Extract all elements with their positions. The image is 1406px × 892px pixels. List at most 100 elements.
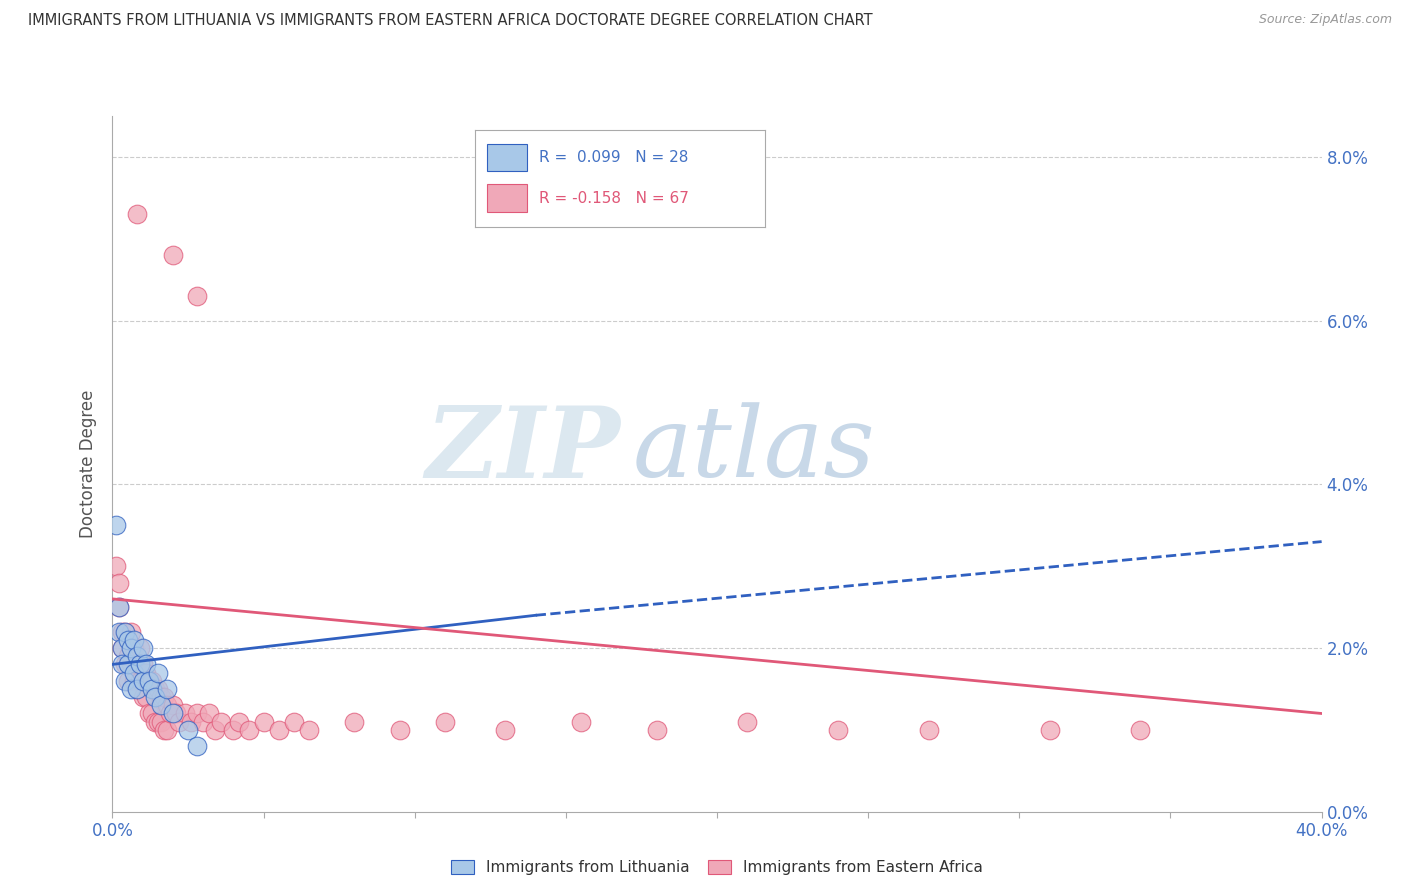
Text: atlas: atlas (633, 402, 875, 498)
Point (156, 681, 179, 696)
Point (153, 690, 176, 705)
Point (1038, 723, 1062, 737)
Point (141, 673, 163, 688)
Point (156, 698, 179, 713)
Point (186, 706, 208, 721)
Point (180, 714, 202, 729)
Point (114, 624, 136, 639)
Point (107, 600, 129, 615)
Point (149, 690, 172, 705)
Point (125, 681, 148, 696)
Point (645, 723, 668, 737)
Point (146, 665, 169, 680)
Point (156, 723, 179, 737)
Point (107, 600, 129, 615)
Point (104, 518, 127, 533)
Point (135, 657, 157, 672)
Point (149, 698, 172, 713)
Point (125, 681, 148, 696)
Point (433, 714, 456, 729)
Point (209, 714, 232, 729)
Point (132, 640, 155, 655)
Point (120, 640, 142, 655)
Point (125, 657, 148, 672)
Point (107, 624, 129, 639)
Point (117, 632, 139, 647)
Point (204, 723, 226, 737)
Point (918, 723, 941, 737)
Point (177, 723, 200, 737)
Point (138, 673, 160, 688)
Point (198, 706, 221, 721)
Point (186, 739, 208, 754)
Point (162, 248, 184, 262)
Text: IMMIGRANTS FROM LITHUANIA VS IMMIGRANTS FROM EASTERN AFRICA DOCTORATE DEGREE COR: IMMIGRANTS FROM LITHUANIA VS IMMIGRANTS … (28, 13, 873, 29)
Point (153, 723, 176, 737)
Point (165, 706, 187, 721)
Point (146, 681, 169, 696)
Point (117, 657, 139, 672)
Point (117, 649, 139, 664)
Text: ZIP: ZIP (426, 401, 620, 498)
Point (135, 690, 157, 705)
Point (110, 624, 132, 639)
Point (128, 657, 150, 672)
Point (110, 640, 132, 655)
Point (125, 649, 148, 664)
Point (135, 665, 157, 680)
Point (827, 723, 849, 737)
Point (737, 714, 759, 729)
Point (120, 624, 142, 639)
Point (122, 673, 145, 688)
Point (222, 723, 245, 737)
Point (167, 714, 190, 729)
Point (138, 673, 160, 688)
Point (132, 657, 155, 672)
Point (120, 657, 142, 672)
Point (114, 673, 136, 688)
Point (162, 698, 184, 713)
Point (110, 657, 132, 672)
Point (128, 640, 150, 655)
Point (125, 207, 148, 221)
Point (138, 706, 160, 721)
Point (117, 673, 139, 688)
Point (132, 690, 155, 705)
Point (141, 706, 163, 721)
Point (1129, 723, 1152, 737)
Point (114, 657, 136, 672)
Legend: Immigrants from Lithuania, Immigrants from Eastern Africa: Immigrants from Lithuania, Immigrants fr… (444, 854, 990, 881)
Point (186, 289, 208, 303)
Point (120, 681, 142, 696)
Point (132, 673, 155, 688)
Point (388, 723, 411, 737)
Point (495, 723, 517, 737)
Point (143, 681, 166, 696)
Text: Source: ZipAtlas.com: Source: ZipAtlas.com (1258, 13, 1392, 27)
Point (569, 714, 592, 729)
Point (122, 632, 145, 647)
Point (143, 690, 166, 705)
Point (114, 624, 136, 639)
Point (159, 706, 181, 721)
Point (107, 575, 129, 590)
Point (104, 559, 127, 574)
Point (174, 706, 197, 721)
Point (162, 706, 184, 721)
Point (343, 714, 366, 729)
Point (228, 714, 250, 729)
Point (110, 640, 132, 655)
Point (143, 714, 166, 729)
Point (253, 714, 276, 729)
Point (267, 723, 290, 737)
Point (283, 714, 305, 729)
Point (128, 673, 150, 688)
Point (298, 723, 321, 737)
Point (122, 640, 145, 655)
Point (146, 714, 169, 729)
Point (191, 714, 214, 729)
Point (122, 665, 145, 680)
Point (238, 723, 260, 737)
Y-axis label: Doctorate Degree: Doctorate Degree (79, 390, 97, 538)
Point (141, 681, 163, 696)
